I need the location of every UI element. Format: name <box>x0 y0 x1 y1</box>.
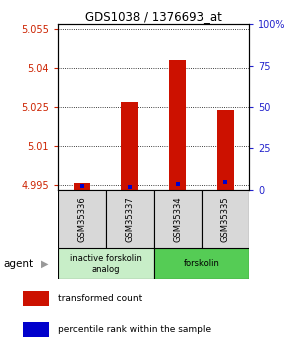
Text: GSM35337: GSM35337 <box>125 196 134 242</box>
Bar <box>58 190 106 248</box>
Bar <box>217 109 234 190</box>
Text: inactive forskolin
analog: inactive forskolin analog <box>70 254 142 274</box>
Text: GSM35334: GSM35334 <box>173 196 182 242</box>
Bar <box>154 248 249 279</box>
Text: ▶: ▶ <box>41 259 49 269</box>
Bar <box>106 190 154 248</box>
Bar <box>74 183 90 190</box>
Title: GDS1038 / 1376693_at: GDS1038 / 1376693_at <box>85 10 222 23</box>
Text: percentile rank within the sample: percentile rank within the sample <box>58 325 211 334</box>
Text: forskolin: forskolin <box>184 259 220 268</box>
Bar <box>202 190 249 248</box>
Bar <box>23 322 49 337</box>
Bar <box>23 291 49 306</box>
Text: transformed count: transformed count <box>58 294 142 303</box>
Bar <box>122 102 138 190</box>
Text: agent: agent <box>3 259 33 269</box>
Text: GSM35336: GSM35336 <box>77 196 86 242</box>
Bar <box>169 60 186 190</box>
Bar <box>154 190 202 248</box>
Text: GSM35335: GSM35335 <box>221 196 230 242</box>
Bar <box>58 248 154 279</box>
